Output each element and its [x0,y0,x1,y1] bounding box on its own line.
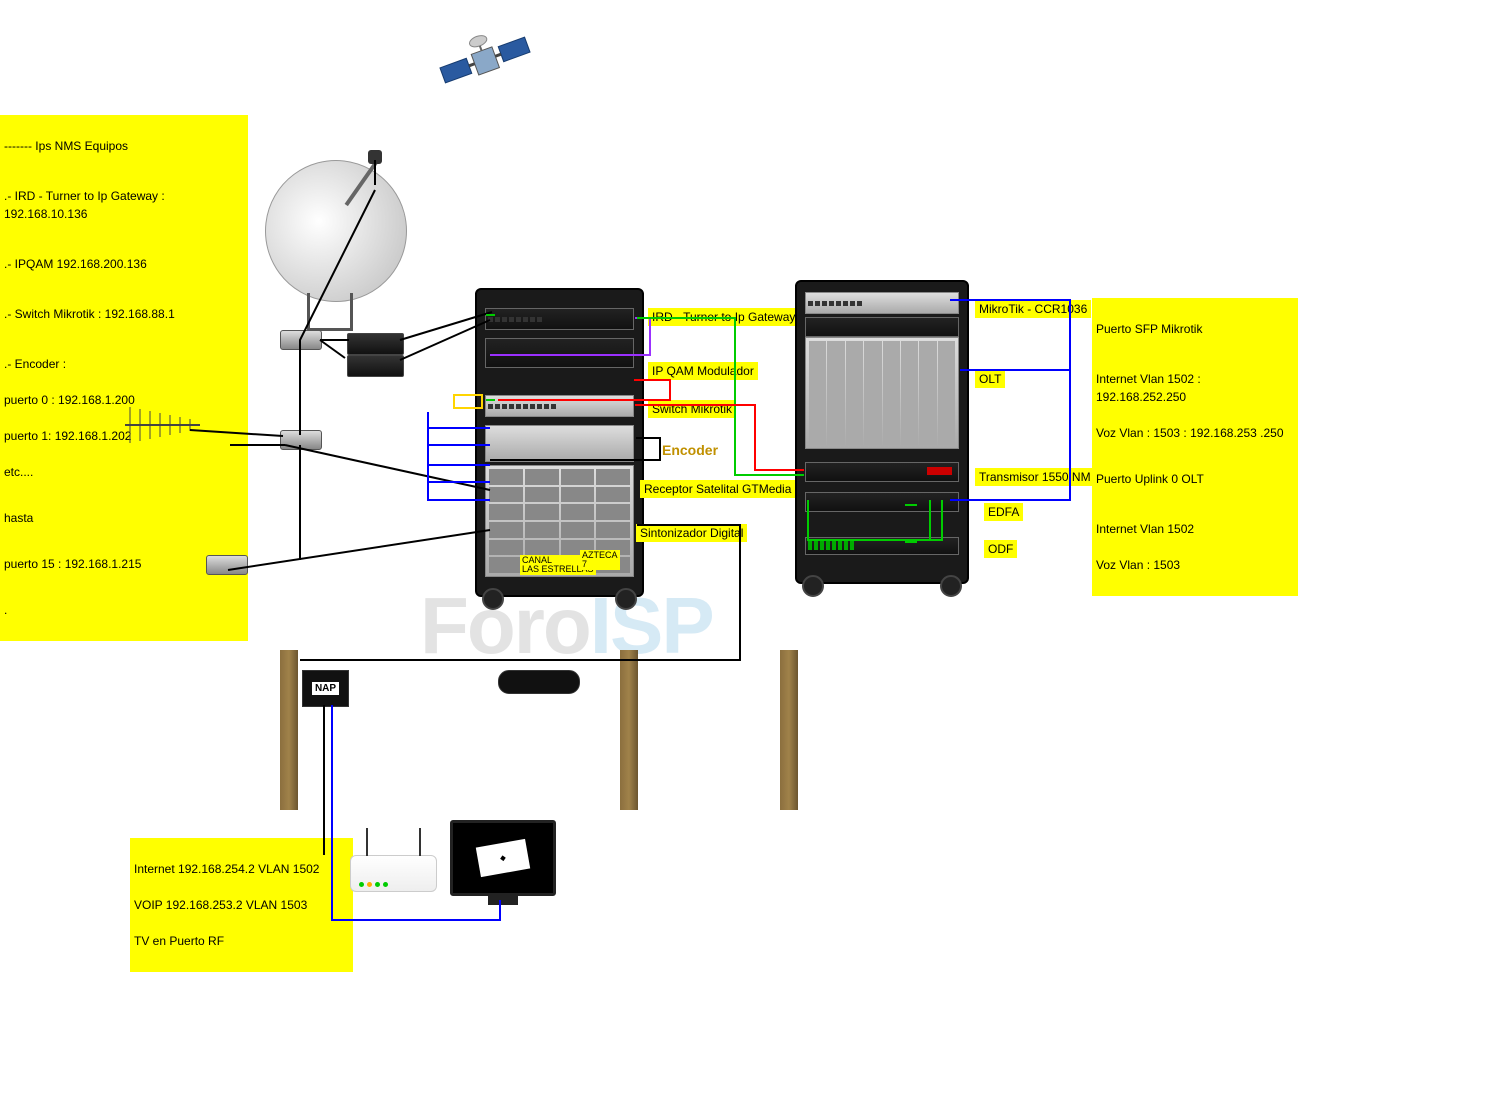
pole-3 [780,650,798,810]
nms-line-3: .- Encoder : [4,355,244,373]
receiver-box-1 [347,333,404,355]
nap-box: NAP [302,670,349,707]
nap-label: NAP [312,682,339,695]
switch-unit [485,395,634,417]
satellite-dish-icon [249,144,423,318]
satellite-icon [430,10,540,115]
tv-icon: ◆ [450,820,556,896]
antenna-icon [115,395,205,460]
nms-line-7: hasta [4,509,244,527]
edfa-label: EDFA [984,503,1023,521]
rack-2 [795,280,969,584]
nms-line-0: .- IRD - Turner to Ip Gateway : 192.168.… [4,187,244,223]
ird-label: IRD - Turner to Ip Gateway [648,308,799,326]
bn-0: Internet 192.168.254.2 VLAN 1502 [134,860,349,878]
encoder-label: Encoder [658,440,722,460]
dish-mount [307,293,353,331]
ird-unit [485,308,634,330]
huawei-unit [805,317,959,337]
sintonizador-label: Sintonizador Digital [636,524,747,542]
sfp-line-8: Voz Vlan : 1503 [1096,556,1294,574]
odf-unit [805,537,959,555]
nms-title: ------- Ips NMS Equipos [4,137,244,155]
ont-router-icon [350,855,437,892]
pole-2 [620,650,638,810]
splice-closure [498,670,580,694]
tv-logo: ◆ [476,839,530,877]
encoder-unit [485,425,634,462]
edfa-unit [805,492,959,512]
sfp-note: Puerto SFP Mikrotik Internet Vlan 1502 :… [1092,298,1298,596]
splitter-2 [280,430,322,450]
nms-line-1: .- IPQAM 192.168.200.136 [4,255,244,273]
receptor-label: Receptor Satelital GTMedia [640,480,795,498]
bn-1: VOIP 192.168.253.2 VLAN 1503 [134,896,349,914]
nms-line-2: .- Switch Mikrotik : 192.168.88.1 [4,305,244,323]
splitter-1 [280,330,322,350]
bottom-note: Internet 192.168.254.2 VLAN 1502 VOIP 19… [130,838,353,972]
odf-label: ODF [984,540,1017,558]
transmisor-unit [805,462,959,482]
dish-lnb [368,150,382,164]
switch-label: Switch Mikrotik [648,400,736,418]
sfp-line-2: Internet Vlan 1502 : 192.168.252.250 [1096,370,1294,406]
nms-line-6: etc.... [4,463,244,481]
sfp-line-3: Voz Vlan : 1503 : 192.168.253 .250 [1096,424,1294,442]
azteca-label: AZTECA 7 [580,550,620,570]
mikrotik-label: MikroTik - CCR1036 [975,300,1091,318]
pole-1 [280,650,298,810]
nms-line-9: . [4,601,244,619]
olt-label: OLT [975,370,1005,388]
olt-unit [805,337,959,449]
sfp-line-0: Puerto SFP Mikrotik [1096,320,1294,338]
sfp-line-7: Internet Vlan 1502 [1096,520,1294,538]
mikrotik-unit [805,292,959,314]
receiver-box-2 [347,355,404,377]
bn-2: TV en Puerto RF [134,932,349,950]
transmisor-label: Transmisor 1550 NM [975,468,1095,486]
sfp-line-5: Puerto Uplink 0 OLT [1096,470,1294,488]
ipqam-unit [485,338,634,368]
splitter-3 [206,555,248,575]
ipqam-label: IP QAM Modulador [648,362,758,380]
